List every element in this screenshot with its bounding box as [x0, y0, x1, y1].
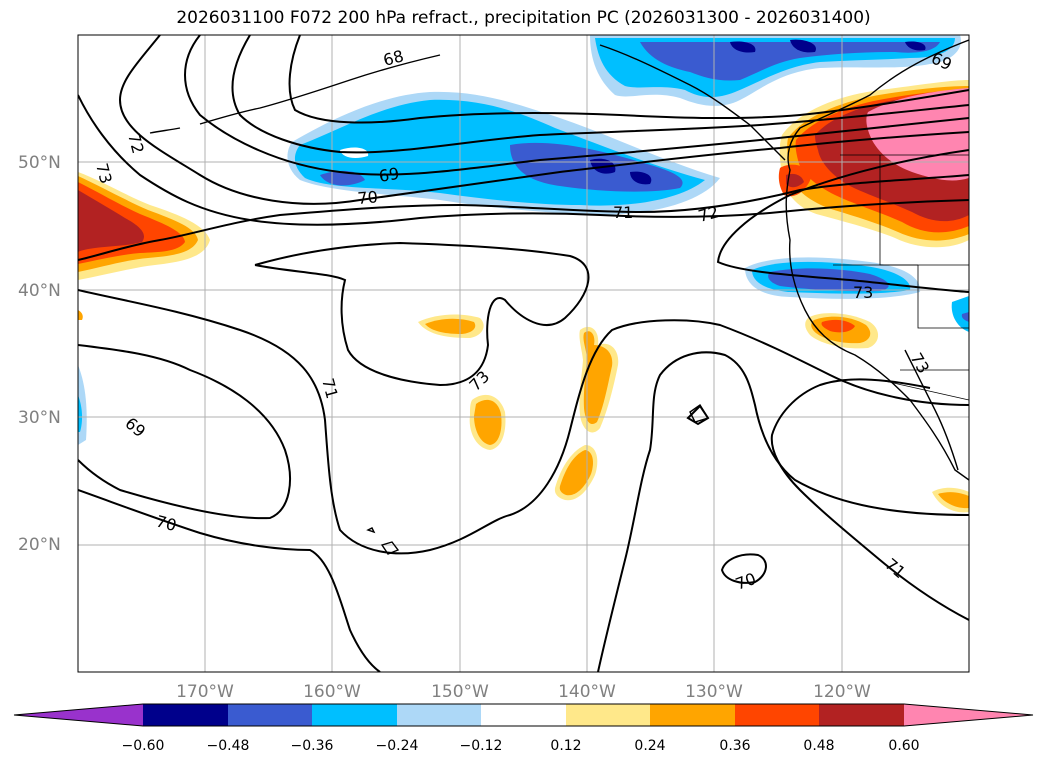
precip-shading: [78, 35, 969, 513]
neg-east-edge-dark: [961, 312, 969, 322]
pos-west-dot: [78, 310, 83, 320]
colorbar-outline: [13, 703, 1034, 727]
political-borders: [833, 154, 969, 401]
colorbar-ticks: −0.60 −0.48 −0.36 −0.24 −0.12 0.12 0.24 …: [122, 738, 920, 754]
lat-tick-label: 50°N: [18, 153, 61, 173]
contour-label: 72: [124, 131, 148, 156]
contour-label: 71: [318, 376, 342, 401]
colorbar-extend-high: [904, 704, 1033, 726]
lat-tick-label: 40°N: [18, 281, 61, 301]
neg-east-edge: [951, 296, 969, 332]
neg-core-2: [630, 171, 652, 185]
contour-label: 73: [465, 367, 493, 395]
pos-west-darkred: [78, 190, 145, 252]
neg-west-edge-mid: [78, 395, 83, 432]
colorbar-bin: [566, 704, 650, 726]
contour-label: 70: [733, 569, 759, 594]
colorbar-bin: [650, 704, 735, 726]
pos-socal-red: [821, 319, 855, 333]
contour-label: 71: [613, 203, 633, 222]
pos-mex-orange: [938, 492, 969, 509]
lon-tick-label: 130°W: [685, 682, 743, 702]
latitude-ticks: 20°N 30°N 40°N 50°N: [18, 153, 61, 555]
longitude-ticks: 170°W 160°W 150°W 140°W 130°W 120°W: [176, 682, 871, 702]
colorbar-tick-label: −0.24: [376, 738, 419, 754]
colorbar: −0.60 −0.48 −0.36 −0.24 −0.12 0.12 0.24 …: [13, 703, 1034, 754]
pos-cp-4-orange: [559, 450, 593, 496]
neg-cal-dark: [768, 268, 889, 292]
colorbar-bin: [735, 704, 819, 726]
chart-title: 2026031100 F072 200 hPa refract., precip…: [176, 8, 871, 28]
lon-tick-label: 150°W: [431, 682, 489, 702]
lat-tick-label: 20°N: [18, 535, 61, 555]
lon-tick-label: 120°W: [813, 682, 871, 702]
colorbar-tick-label: 0.12: [550, 738, 581, 754]
lon-tick-label: 160°W: [303, 682, 361, 702]
map-frame: [77, 34, 970, 673]
coastlines: [149, 39, 969, 555]
pos-cp-2-orange: [474, 399, 502, 445]
colorbar-tick-label: 0.24: [634, 738, 665, 754]
neg-north-core-2: [790, 39, 816, 53]
colorbar-bin: [143, 704, 228, 726]
pos-nw-west-lobe-core: [786, 173, 804, 188]
neg-north-dark: [640, 42, 940, 81]
neg-north-core-1: [730, 41, 756, 53]
colorbar-bin: [228, 704, 312, 726]
contour-label: 70: [154, 512, 179, 536]
colorbar-bin: [312, 704, 397, 726]
contour-label: 72: [696, 202, 721, 226]
neg-north-core-3: [905, 41, 926, 51]
contour-label: 70: [357, 187, 379, 208]
lat-tick-label: 30°N: [18, 408, 61, 428]
colorbar-tick-label: −0.60: [122, 738, 165, 754]
lon-tick-label: 170°W: [176, 682, 234, 702]
contour-label: 73: [907, 350, 934, 377]
colorbar-extend-low: [14, 704, 143, 726]
colorbar-bin: [819, 704, 904, 726]
neg-small-west: [320, 170, 365, 186]
colorbar-bin: [397, 704, 481, 726]
contour-label: 69: [377, 164, 400, 186]
contour-label: 69: [121, 414, 149, 442]
pos-nw-pink: [866, 88, 969, 181]
pos-cp-1-orange: [425, 318, 476, 334]
colorbar-tick-label: 0.60: [888, 738, 919, 754]
colorbar-tick-label: 0.48: [803, 738, 834, 754]
contour-label: 71: [881, 555, 909, 583]
contour-label: 73: [853, 283, 873, 302]
colorbar-tick-label: −0.48: [207, 738, 250, 754]
pos-cp-3-orange: [583, 331, 613, 425]
colorbar-bin: [481, 704, 566, 726]
colorbar-tick-label: −0.36: [291, 738, 334, 754]
colorbar-tick-label: −0.12: [460, 738, 503, 754]
contour-label: 73: [92, 161, 116, 186]
refractivity-contours: [78, 35, 969, 672]
lon-tick-label: 140°W: [558, 682, 616, 702]
colorbar-tick-label: 0.36: [719, 738, 750, 754]
contour-label: 68: [381, 46, 406, 70]
